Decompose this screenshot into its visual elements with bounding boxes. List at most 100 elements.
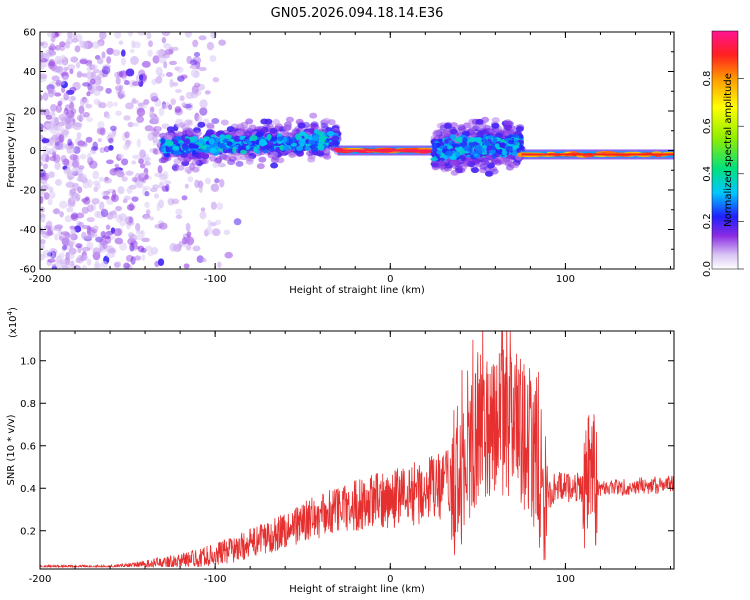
spectrogram-cell	[60, 128, 70, 136]
spectrogram-cell	[120, 90, 126, 95]
spectrogram-cell	[55, 104, 63, 113]
spectrogram-cell	[47, 198, 53, 206]
spectrogram-cell	[511, 162, 520, 169]
spectrogram-cell	[51, 263, 57, 269]
spectrogram-cell	[497, 148, 503, 153]
spectrogram-cell	[67, 32, 73, 39]
y-tick-label: -20	[20, 186, 36, 197]
spectrogram-cell	[112, 49, 121, 56]
spectrogram-cell	[144, 191, 150, 197]
spectrogram-cell	[175, 214, 183, 220]
spectrogram-cell	[209, 55, 217, 62]
spectrogram-cell	[63, 66, 69, 72]
spectrogram-cell	[430, 157, 438, 162]
spectrogram-cell	[184, 119, 193, 126]
spectrogram-cell	[200, 207, 206, 212]
spectrogram-cell	[63, 168, 73, 176]
x-tick-label: 0	[387, 574, 393, 585]
spectrogram-cell	[115, 205, 123, 212]
spectrogram-cell	[226, 141, 233, 147]
spectrogram-cell	[447, 145, 452, 150]
spectrogram-cell	[78, 105, 85, 115]
spectrogram-cell	[210, 183, 220, 192]
colorbar-tick-label: 0.2	[702, 213, 713, 229]
spectrogram-cell	[462, 137, 468, 143]
spectrogram-cell	[186, 231, 192, 238]
y-tick-label: 0.4	[20, 484, 36, 495]
spectrogram-cell	[105, 245, 114, 253]
spectrogram-cell	[216, 202, 224, 211]
spectrogram-cell	[86, 258, 92, 266]
y-tick-label: 1.0	[20, 356, 36, 367]
spectrogram-cell	[240, 149, 247, 155]
spectrogram-cell	[131, 196, 139, 202]
spectrogram-cell	[307, 156, 316, 163]
spectrogram-cell	[194, 82, 201, 88]
spectrogram-cell	[58, 235, 64, 241]
spectrogram-cell	[162, 170, 169, 180]
spectrogram-cell	[212, 77, 220, 83]
spectrogram-cell	[81, 264, 88, 269]
spectrogram-cell	[491, 122, 500, 129]
spectrogram-cell	[176, 66, 184, 73]
x-tick-label: -100	[204, 574, 227, 585]
spectrogram-cell	[117, 186, 125, 195]
spectrogram-cell	[491, 117, 500, 124]
spectrogram-cell	[42, 250, 52, 258]
spectrogram-cell	[138, 158, 144, 165]
spectrogram-cell	[119, 242, 127, 251]
spectrogram-cell	[79, 97, 85, 107]
spectrogram-cell	[144, 161, 151, 166]
spectrogram-cell	[174, 106, 182, 113]
spectrogram-cell	[288, 152, 297, 158]
spectrogram-cell	[80, 175, 87, 181]
spectrogram-cell	[442, 130, 451, 137]
spectrogram-cell	[161, 32, 171, 37]
spectrogram-cell	[506, 128, 515, 135]
spectrogram-cell	[139, 163, 146, 169]
spectrogram-cell	[64, 233, 71, 238]
spectrogram-cell	[55, 44, 61, 51]
spectrogram-cell	[255, 131, 264, 138]
spectrogram-cell	[67, 96, 76, 102]
spectrogram-cell	[158, 222, 168, 230]
spectrogram-cell	[94, 260, 100, 268]
spectrogram-cell	[79, 58, 88, 65]
x-tick-label: -200	[29, 574, 52, 585]
spectrogram-cell	[106, 56, 112, 64]
spectrogram-cell	[321, 135, 327, 141]
x-tick-label: -200	[29, 274, 52, 285]
spectrogram-cell	[156, 202, 161, 212]
spectrogram-cell	[144, 201, 150, 208]
spectrogram-cell	[460, 156, 467, 162]
spectrogram-cell	[198, 35, 207, 41]
spectrogram-cell	[152, 55, 160, 64]
spectrogram-cell	[81, 246, 91, 252]
spectrogram-cell	[163, 43, 172, 49]
spectrogram-cell	[70, 56, 79, 63]
spectrogram-cell	[66, 145, 76, 154]
tone-core	[521, 153, 674, 156]
spectrogram-cell	[172, 145, 180, 151]
spectrogram-cell	[81, 224, 90, 230]
spectrogram-cell	[81, 198, 89, 203]
spectrogram-cell	[486, 145, 493, 151]
spectrogram-cell	[43, 94, 48, 100]
spectrogram-cell	[198, 66, 207, 72]
spectrogram-cell	[103, 177, 112, 184]
spectrogram-cell	[85, 136, 93, 143]
spectrogram-cell	[163, 61, 168, 69]
spectrogram-cell	[269, 127, 278, 134]
spectrogram-cell	[183, 156, 192, 163]
spectrogram-cell	[142, 185, 151, 191]
spectrogram-cell	[145, 245, 153, 252]
spectrogram-cell	[72, 33, 78, 40]
spectrogram-cell	[70, 228, 77, 235]
spectrogram-cell	[439, 124, 448, 131]
spectrogram-cell	[86, 117, 94, 122]
spectrogram-cell	[327, 119, 336, 126]
spectrogram-cell	[155, 126, 161, 132]
spectrogram-cell	[141, 104, 147, 109]
spectrogram-cell	[89, 78, 96, 85]
